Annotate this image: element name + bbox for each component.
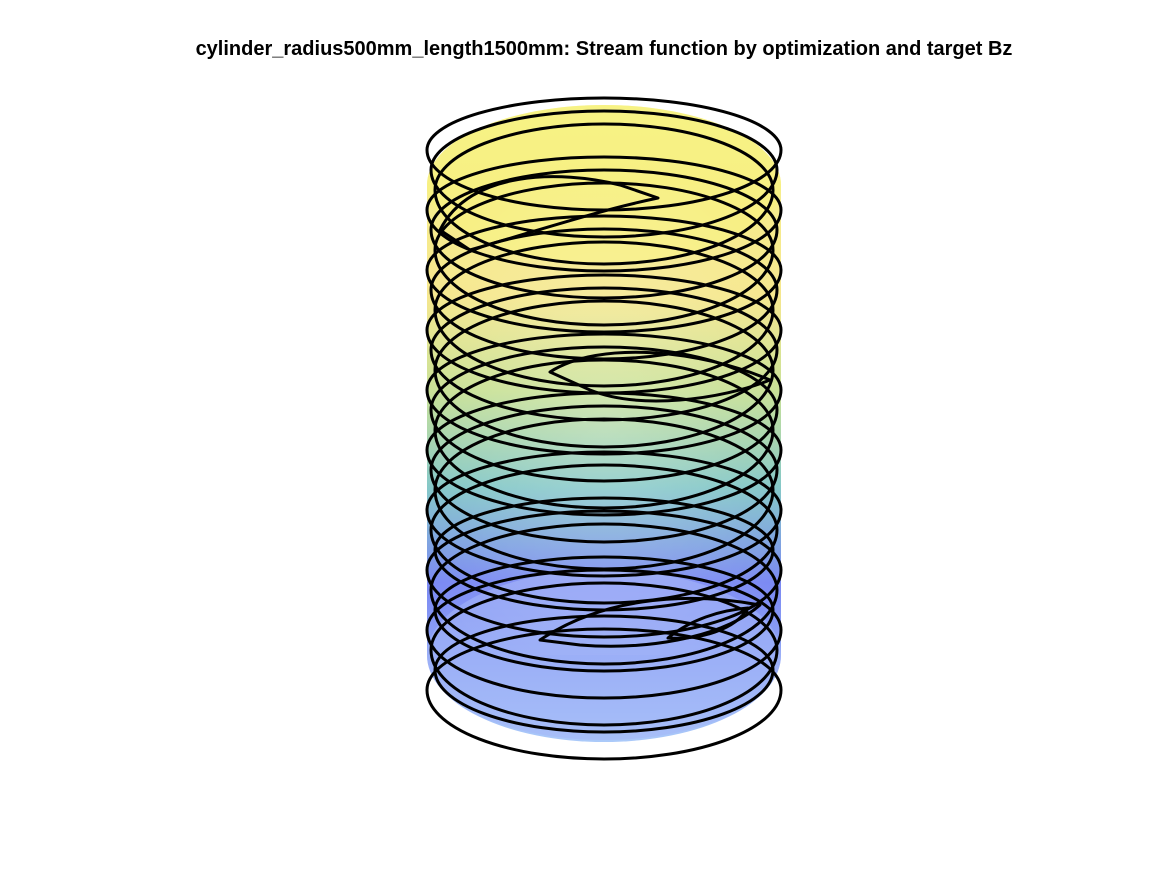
contour-ring [429, 581, 779, 727]
contour-ring [433, 358, 775, 510]
contour-ring [425, 509, 783, 639]
contour-ring [433, 496, 775, 612]
contour-ring [425, 332, 783, 456]
contour-loop-middle [548, 350, 772, 403]
contour-ring [425, 96, 783, 212]
contour-ring [429, 286, 779, 422]
contour-lines [425, 96, 783, 761]
contour-ring [433, 299, 775, 449]
contour-loop-bottom [538, 596, 762, 648]
figure-title: cylinder_radius500mm_length1500mm: Strea… [195, 38, 1013, 60]
contour-ring [425, 273, 783, 395]
contour-ring [425, 155, 783, 273]
contour-ring [433, 181, 775, 327]
contour-ring [433, 122, 775, 266]
contour-ring [429, 522, 779, 666]
contour-ring [429, 345, 779, 483]
contour-ring [429, 109, 779, 239]
contour-ring [425, 627, 783, 761]
contour-loop-inner [666, 606, 750, 640]
contour-ring [433, 417, 775, 571]
contour-ring [433, 240, 775, 388]
contour-ring [429, 404, 779, 544]
contour-ring [425, 568, 783, 700]
contour-loop-top [438, 175, 660, 252]
contour-ring [425, 214, 783, 334]
